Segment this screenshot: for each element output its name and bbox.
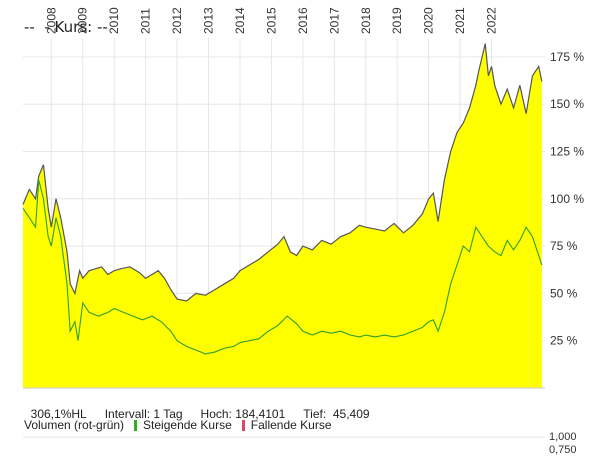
x-tick-label: 2012: [170, 7, 184, 34]
x-tick-label: 2014: [233, 7, 247, 34]
up-swatch: [134, 419, 138, 431]
range-stat: 306,1%HL: [30, 407, 87, 421]
y-tick-label: 175 %: [550, 50, 584, 64]
legend-down-label: Fallende Kurse: [250, 418, 332, 432]
interval-stat: Intervall: 1 Tag: [104, 407, 183, 421]
x-tick-label: 2010: [107, 7, 121, 34]
x-tick-label: 2018: [359, 7, 373, 34]
y-tick-label: 150 %: [550, 97, 584, 111]
comparison-line: [22, 179, 543, 355]
price-area: [23, 43, 542, 389]
x-tick-label: 2015: [264, 7, 278, 34]
x-tick-label: 2017: [327, 7, 341, 34]
y-tick-label: 25 %: [550, 334, 578, 348]
y-tick-label: 75 %: [550, 239, 578, 253]
volume-tick-2: 0,750: [549, 444, 577, 456]
volume-label: Volumen (rot-grün): [24, 418, 125, 432]
volume-tick-1: 1,000: [549, 431, 577, 443]
x-tick-label: 2016: [296, 7, 310, 34]
legend-up-label: Steigende Kurse: [143, 418, 232, 432]
x-tick-label: 2011: [139, 8, 153, 34]
y-tick-label: 100 %: [550, 192, 584, 206]
x-tick-label: 2019: [390, 7, 404, 34]
y-tick-label: 125 %: [550, 145, 584, 159]
x-tick-label: 2009: [76, 7, 90, 34]
x-tick-label: 2008: [44, 7, 58, 34]
price-line: [22, 43, 543, 302]
x-tick-label: 2022: [485, 7, 499, 34]
x-tick-label: 2013: [202, 7, 216, 34]
high-stat: Hoch: 184,4101: [200, 407, 286, 421]
page-title: -- - Kurs: --: [24, 18, 108, 36]
down-swatch: [241, 419, 245, 431]
x-tick-label: 2020: [422, 7, 436, 34]
y-tick-label: 50 %: [550, 286, 578, 300]
low-stat: Tief: 45,409: [303, 407, 370, 421]
volume-legend: Volumen (rot-grün) Steigende Kurse Falle…: [24, 418, 332, 432]
chart-stats: 306,1%HL Intervall: 1 Tag Hoch: 184,4101 Ti…: [24, 393, 388, 421]
x-tick-label: 2021: [453, 7, 467, 34]
